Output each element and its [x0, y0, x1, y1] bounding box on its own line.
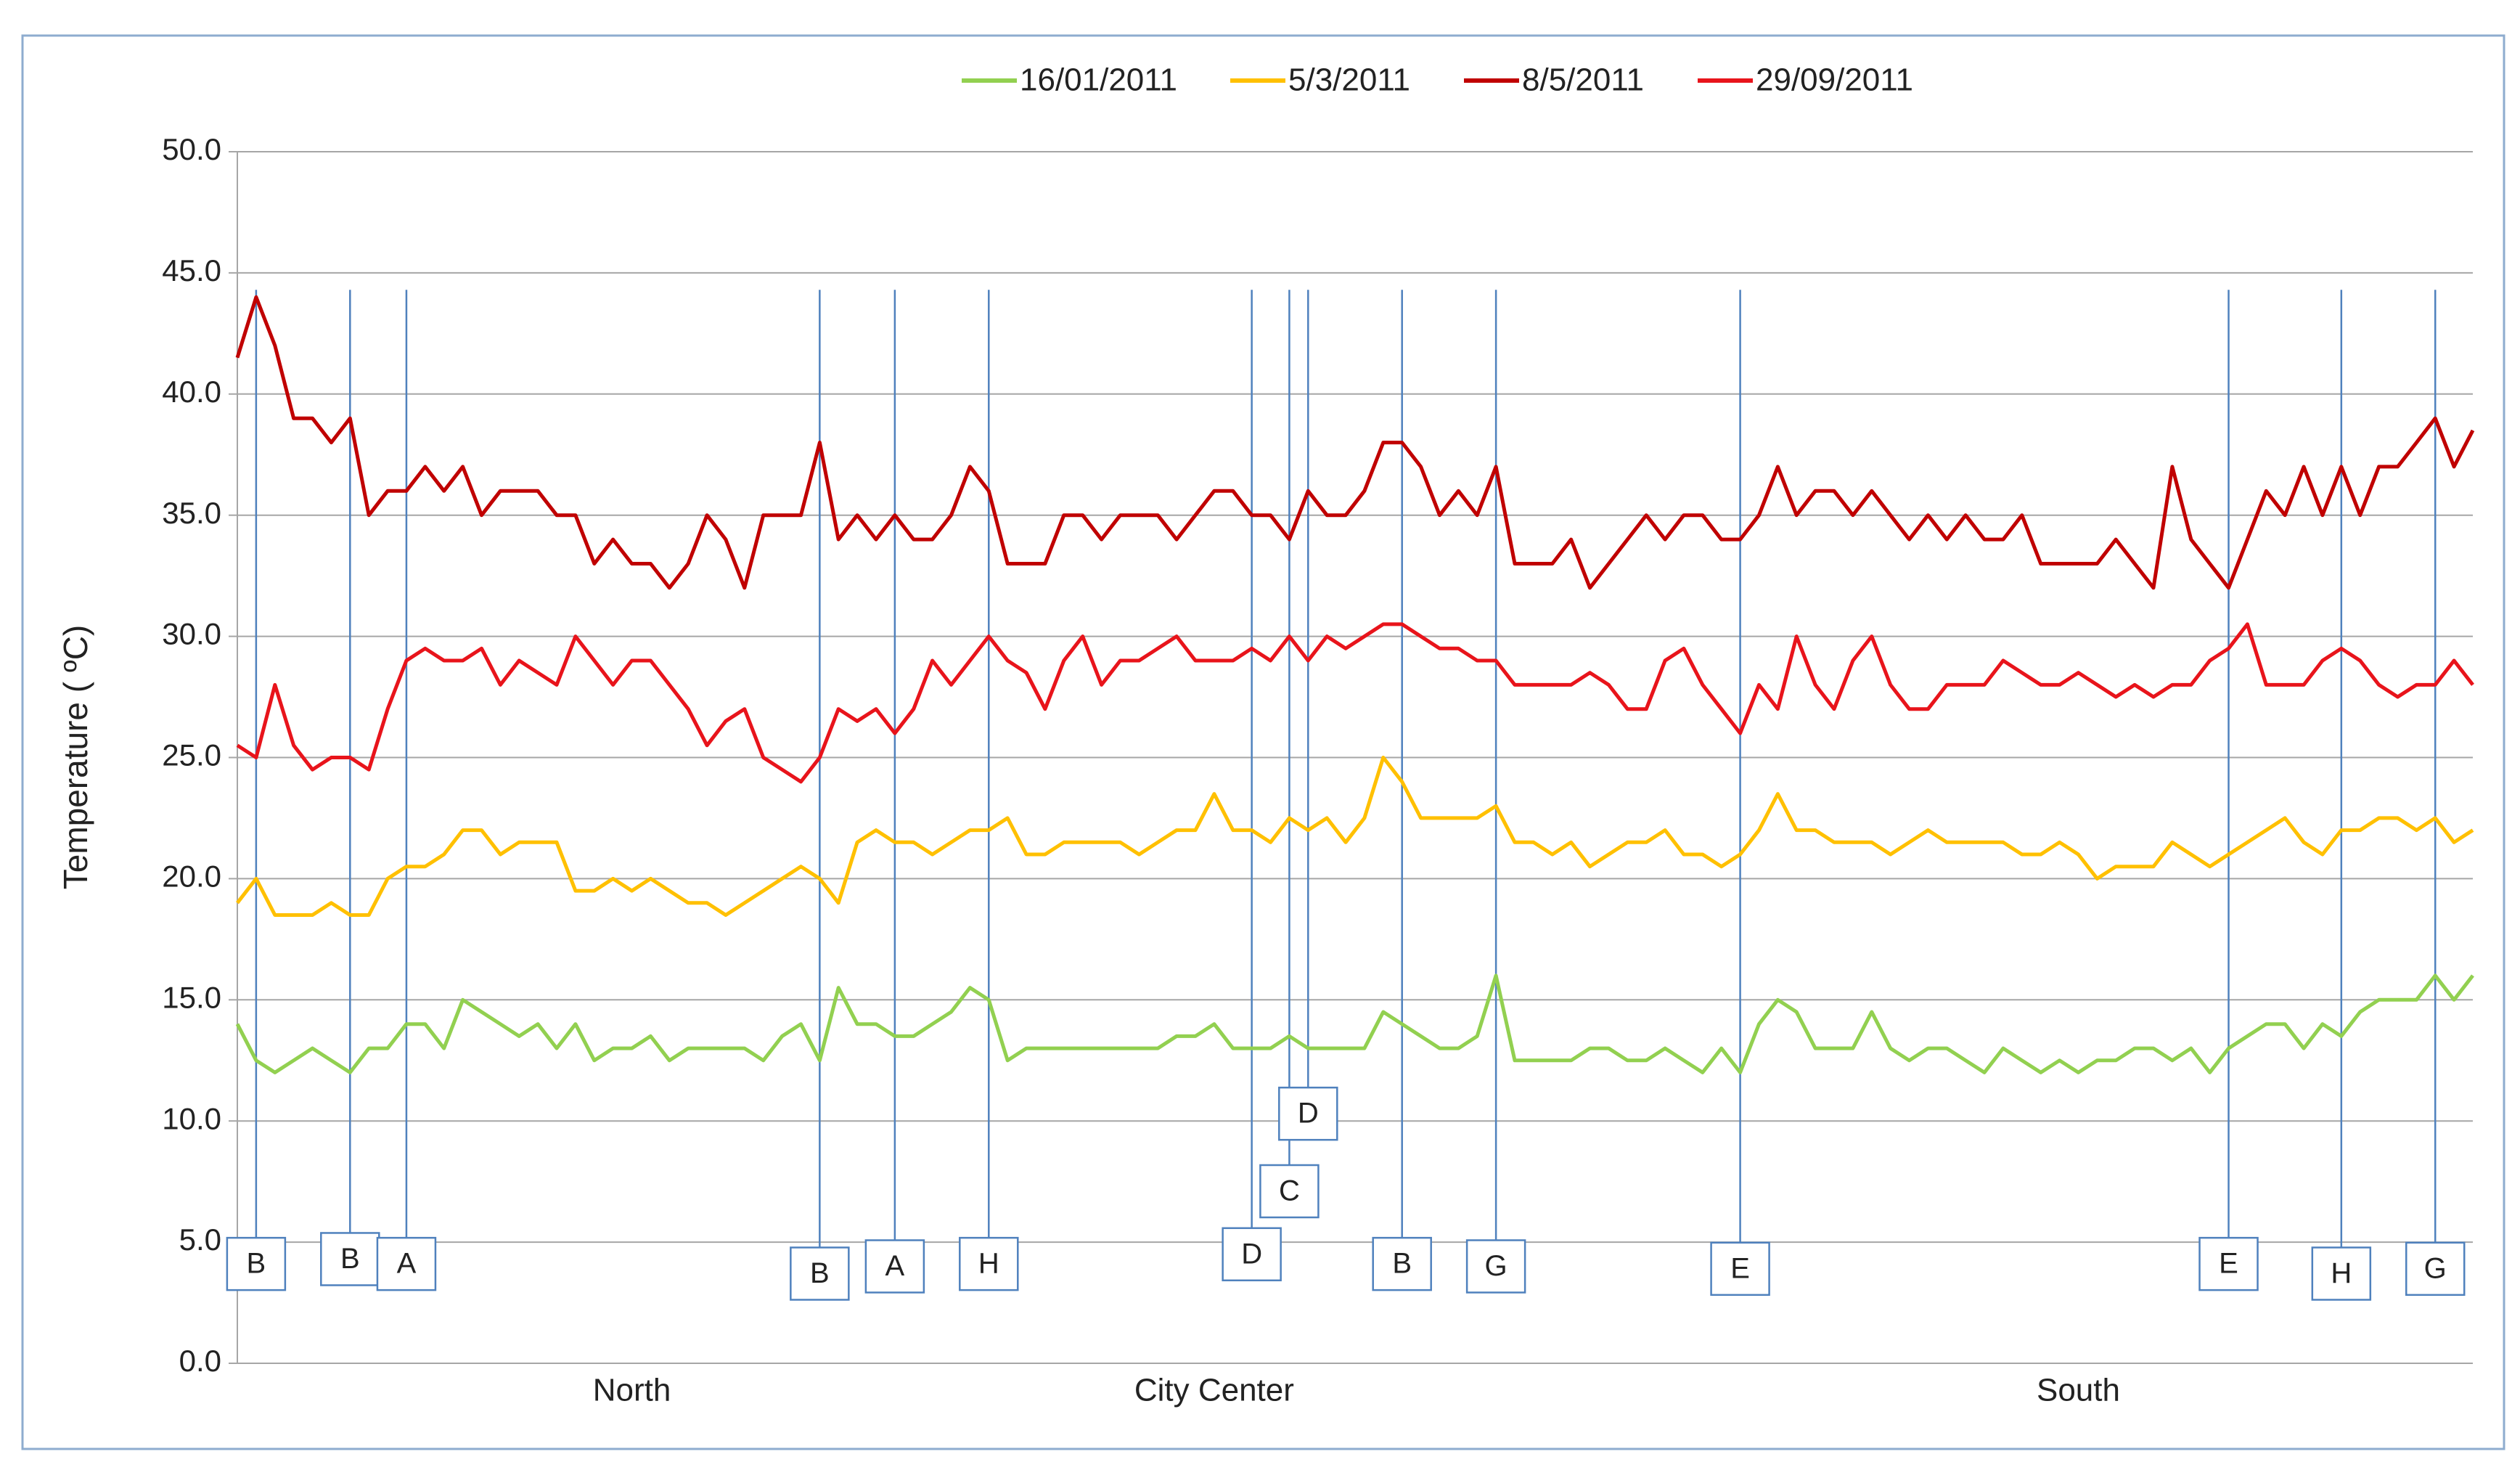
annotation-text: H	[978, 1248, 999, 1280]
y-tick-label: 35.0	[162, 496, 221, 530]
annotation-text: G	[1485, 1250, 1508, 1282]
annotation-box	[864, 1239, 925, 1294]
legend-label: 5/3/2011	[1288, 62, 1410, 98]
legend-label: 29/09/2011	[1756, 62, 1913, 98]
annotation-box	[1222, 1227, 1282, 1282]
y-tick-label: 20.0	[162, 859, 221, 893]
annotation-box	[1710, 1241, 1770, 1297]
series-line	[235, 295, 2475, 590]
annotation-box	[1259, 1164, 1320, 1219]
y-tick-label: 0.0	[179, 1344, 221, 1378]
series-line	[235, 973, 2474, 1074]
x-tick-label: South	[2037, 1373, 2120, 1408]
y-tick-label: 5.0	[179, 1222, 221, 1257]
annotation-box	[1372, 1236, 1432, 1291]
annotation-box	[790, 1246, 850, 1301]
y-tick-label: 45.0	[162, 253, 221, 287]
series-line	[236, 622, 2474, 784]
annotation-text: E	[1730, 1252, 1750, 1284]
annotation-text: H	[2331, 1257, 2352, 1289]
y-tick-label: 40.0	[162, 375, 221, 409]
annotation-text: B	[247, 1248, 266, 1280]
annotation-box	[1278, 1086, 1338, 1141]
annotation-box	[226, 1236, 287, 1291]
y-tick-label: 10.0	[162, 1101, 221, 1135]
annotation-box	[320, 1232, 380, 1286]
annotation-text: E	[2219, 1248, 2238, 1280]
y-tick-label: 25.0	[162, 738, 221, 772]
annotation-text: A	[885, 1250, 905, 1282]
annotation-text: G	[2424, 1252, 2447, 1284]
x-tick-label: City Center	[1134, 1373, 1294, 1408]
annotation-text: B	[340, 1243, 360, 1275]
x-tick-label: North	[593, 1373, 671, 1408]
y-tick-label: 30.0	[162, 617, 221, 651]
annotation-box	[1465, 1239, 1526, 1294]
annotation-text: B	[810, 1257, 830, 1289]
y-axis-label: Temperature ( ºC)	[57, 625, 94, 889]
annotation-text: C	[1279, 1175, 1300, 1207]
y-tick-label: 50.0	[162, 132, 221, 166]
annotation-text: A	[397, 1248, 417, 1280]
annotation-text: D	[1298, 1098, 1319, 1130]
annotation-box	[2198, 1236, 2259, 1291]
annotation-box	[959, 1236, 1019, 1291]
legend-label: 16/01/2011	[1020, 62, 1177, 98]
annotation-text: D	[1241, 1238, 1262, 1270]
legend-label: 8/5/2011	[1522, 62, 1644, 98]
annotation-box	[2311, 1246, 2372, 1301]
annotation-box	[2405, 1241, 2466, 1297]
y-tick-label: 15.0	[162, 980, 221, 1014]
annotation-box	[376, 1236, 437, 1291]
series-line	[236, 756, 2474, 917]
annotation-text: B	[1392, 1248, 1412, 1280]
